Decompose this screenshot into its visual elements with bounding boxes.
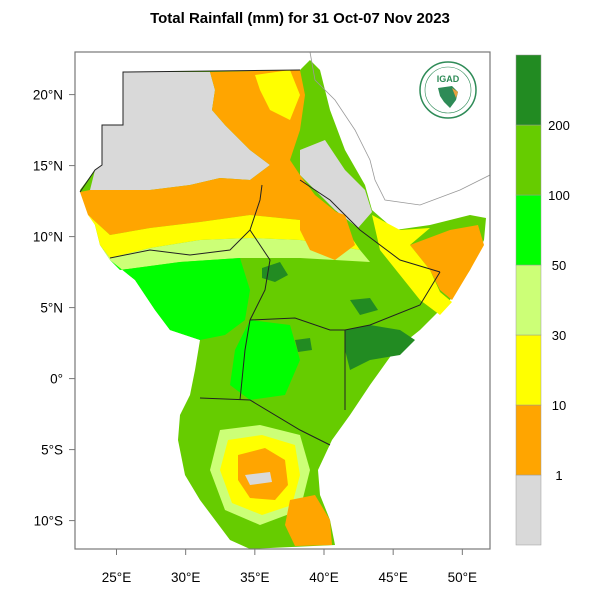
region-gt200-ethiopia-2: [350, 298, 378, 315]
region-1to10-se-tanzania: [285, 495, 332, 546]
lon-tick-label: 50°E: [448, 570, 477, 585]
lon-tick-label: 25°E: [102, 570, 131, 585]
lon-tick-label: 45°E: [378, 570, 407, 585]
lat-axis: 20°N 15°N 10°N 5°N 0° 5°S 10°S: [33, 88, 75, 529]
lon-tick-label: 35°E: [240, 570, 269, 585]
region-10to30-ne-sudan: [255, 70, 300, 120]
region-50to100-uganda: [230, 320, 300, 400]
lon-tick-label: 30°E: [171, 570, 200, 585]
colorbar-label: 1: [555, 468, 562, 483]
colorbar-label: 100: [548, 188, 570, 203]
chart-title: Total Rainfall (mm) for 31 Oct-07 Nov 20…: [150, 10, 450, 27]
map-border: [74, 51, 491, 550]
colorbar-label: 200: [548, 118, 570, 133]
lat-tick-label: 15°N: [33, 159, 63, 174]
lat-tick-label: 20°N: [33, 88, 63, 103]
lon-axis: 25°E 30°E 35°E 40°E 45°E 50°E: [102, 549, 477, 585]
lat-tick-label: 10°N: [33, 230, 63, 245]
lat-tick-label: 5°S: [41, 443, 63, 458]
colorbar-label: 30: [552, 328, 566, 343]
colorbar-swatch: [515, 404, 542, 476]
region-10to30-band: [88, 215, 360, 258]
region-gt200-somalia: [345, 325, 415, 370]
lat-tick-label: 5°N: [40, 301, 63, 316]
region-1to10-somalia: [410, 225, 484, 300]
colorbar-swatch: [515, 334, 542, 406]
colorbar-label: 10: [552, 398, 566, 413]
colorbar-swatch: [515, 54, 542, 126]
igad-logo-icon: IGAD: [419, 61, 477, 119]
lat-tick-label: 10°S: [34, 514, 63, 529]
colorbar-swatch: [515, 264, 542, 336]
lat-tick-label: 0°: [50, 372, 63, 387]
region-10to30-somalia: [372, 215, 452, 315]
region-lt1-tanzania: [245, 472, 272, 485]
country-borders: [79, 69, 441, 446]
colorbar-swatch: [515, 474, 542, 546]
lon-tick-label: 40°E: [309, 570, 338, 585]
region-30to50-band: [100, 238, 370, 270]
map-content: IGAD: [79, 52, 490, 549]
region-1to10-ethiopia: [300, 200, 355, 260]
region-gt200-kenya: [295, 338, 312, 352]
colorbar-label: 50: [552, 258, 566, 273]
region-lt1-afar: [300, 140, 372, 228]
colorbar-swatch: [515, 194, 542, 266]
colorbar: 1 10 30 50 100 200: [515, 54, 570, 546]
region-lt1-north: [90, 72, 270, 195]
igad-logo-text: IGAD: [437, 74, 460, 84]
red-sea-boundary: [309, 52, 490, 206]
colorbar-swatch: [515, 124, 542, 196]
region-50to100-south-sudan: [110, 258, 250, 340]
